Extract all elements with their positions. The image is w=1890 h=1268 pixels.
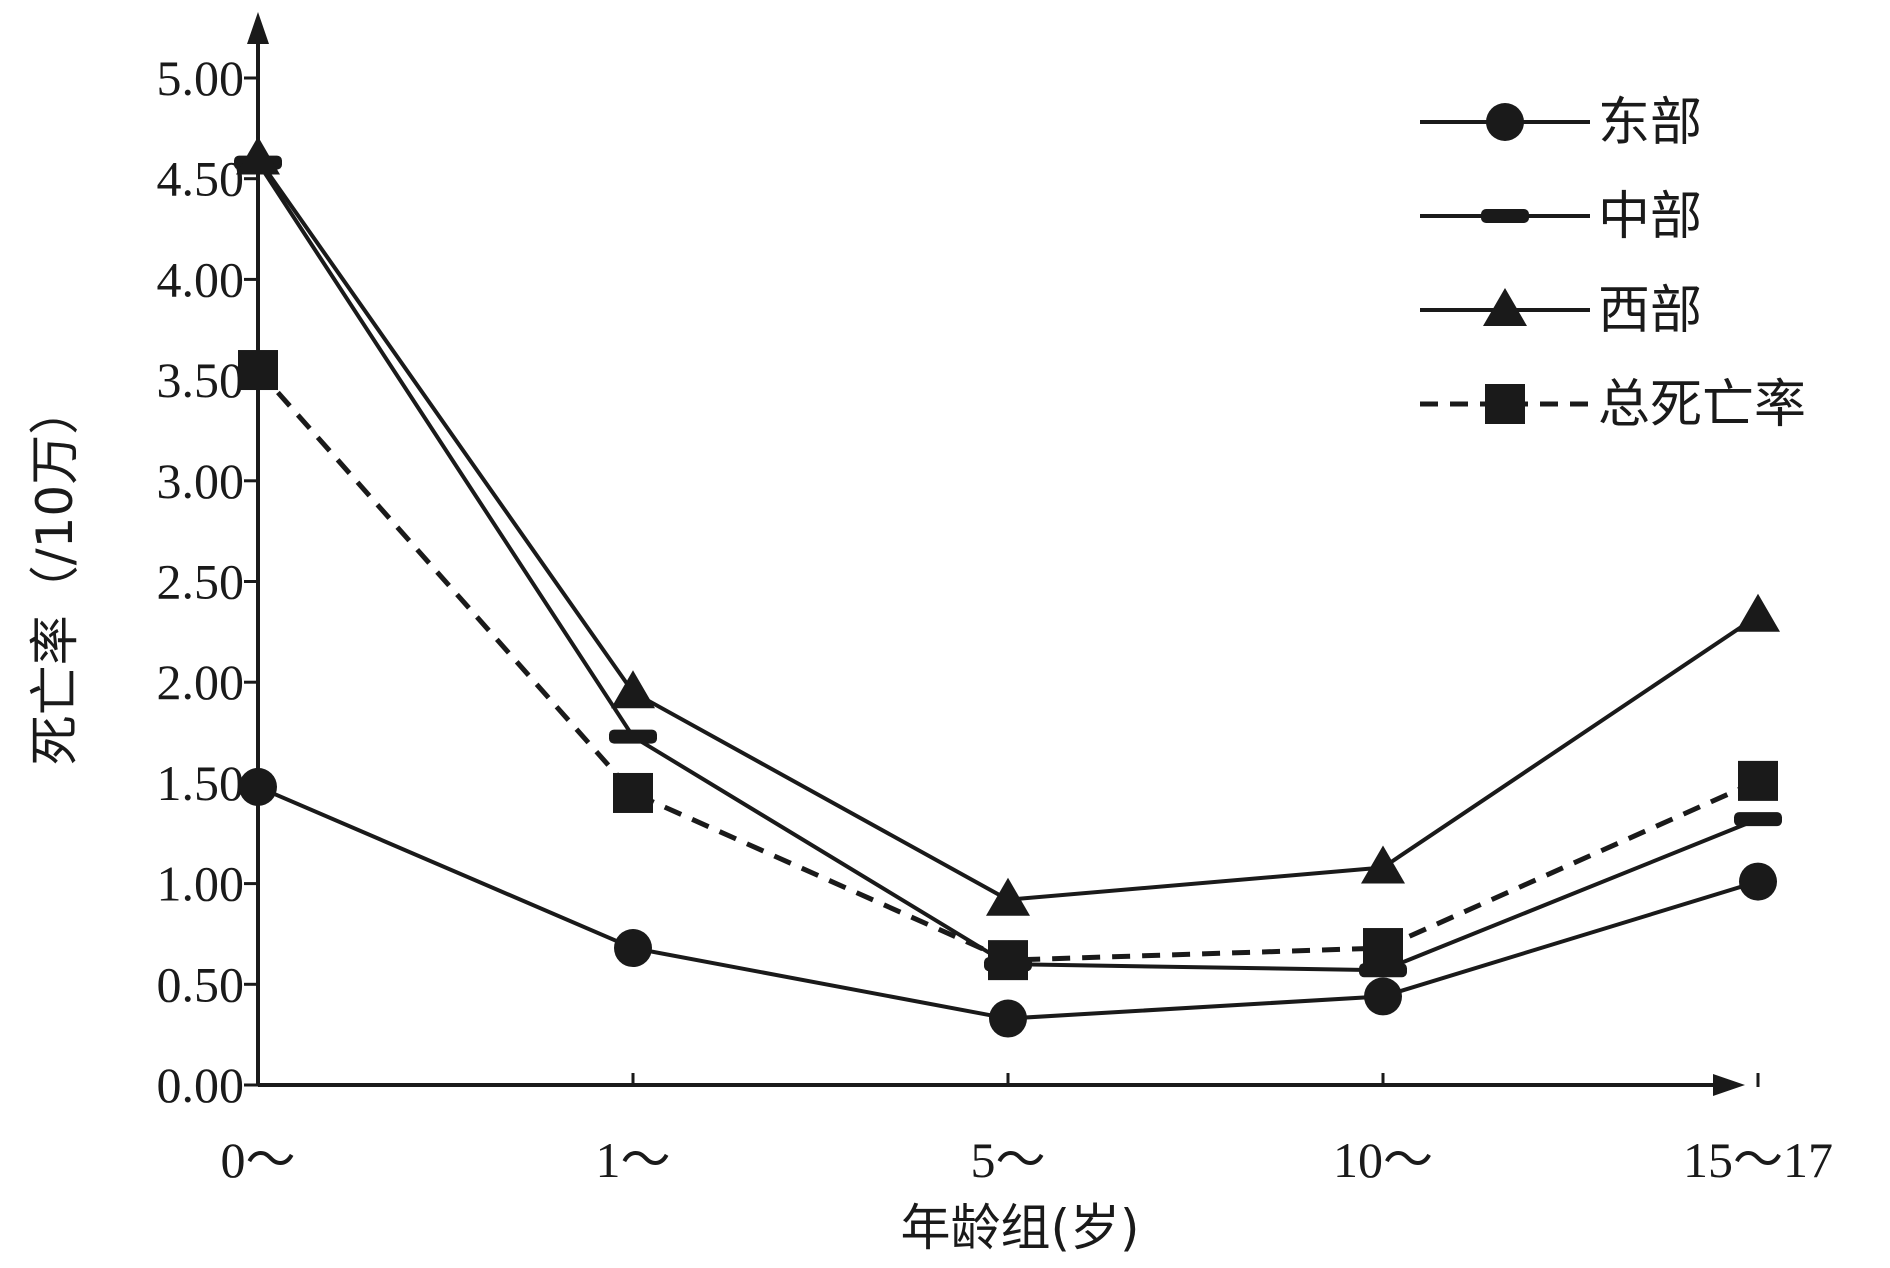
y-tick-label: 3.50 [157,352,245,408]
y-tick-label: 3.00 [157,453,245,509]
y-axis-ticks: 0.00 0.50 1.00 1.50 2.00 2.50 3.00 3.50 4.00 4.50… [157,50,258,1113]
data-point-square [988,940,1028,981]
series-layer [234,136,1782,1038]
series-2 [234,155,1782,978]
x-axis-arrow [1713,1074,1745,1096]
data-point-triangle [1483,288,1527,326]
legend-item: 东部 [1420,93,1702,153]
series-3 [236,136,1780,916]
series-line [256,368,1760,963]
data-point-square [613,772,653,813]
data-point-triangle [1736,593,1780,632]
y-tick-label: 0.00 [157,1057,245,1113]
data-point-square [238,350,278,391]
data-point-circle [1486,103,1524,141]
legend-label: 中部 [1598,187,1702,247]
x-tick-label: 15～17 [1683,1132,1833,1188]
data-point-square [1363,928,1403,969]
legend-label: 总死亡率 [1598,375,1806,435]
y-tick-label: 4.50 [157,151,245,207]
data-point-triangle [986,877,1030,916]
y-tick-label: 0.50 [157,956,245,1012]
y-tick-label: 2.00 [157,654,245,710]
y-tick-label: 5.00 [157,50,245,106]
series-line [256,157,1760,902]
y-tick-label: 1.50 [157,755,245,811]
x-axis-ticks: 0～ 1～ 5～ 10～ 15～17 [221,1073,1833,1188]
y-axis-arrow [247,12,269,44]
data-point-triangle [1361,845,1405,884]
data-point-square [1738,760,1778,801]
x-tick-label: 0～ [221,1132,296,1188]
data-point-bar [1481,209,1529,223]
x-tick-label: 10～ [1333,1132,1433,1188]
legend-label: 东部 [1598,93,1702,153]
y-tick-label: 2.50 [157,554,245,610]
data-point-circle [1739,862,1777,901]
data-point-triangle [611,670,655,709]
legend-item: 总死亡率 [1420,375,1806,435]
series-line [256,161,1759,973]
data-point-circle [614,929,652,968]
data-point-circle [1364,977,1402,1016]
data-point-circle [239,767,277,806]
series-4 [238,350,1778,981]
legend-item: 西部 [1420,281,1702,341]
data-point-circle [989,999,1027,1038]
data-point-bar [609,729,657,744]
legend-item: 中部 [1420,187,1702,247]
y-axis-title: 死亡率（/10万） [26,385,84,765]
data-point-bar [1734,812,1782,827]
y-tick-label: 4.00 [157,251,245,307]
x-axis-title: 年龄组(岁) [900,1199,1139,1257]
x-tick-label: 5～ [971,1132,1046,1188]
axes [247,12,1745,1096]
data-point-square [1485,384,1525,424]
y-tick-label: 1.00 [157,856,245,912]
series-1 [239,767,1777,1038]
legend-label: 西部 [1598,281,1702,341]
x-tick-label: 1～ [596,1132,671,1188]
data-point-triangle [236,136,280,175]
